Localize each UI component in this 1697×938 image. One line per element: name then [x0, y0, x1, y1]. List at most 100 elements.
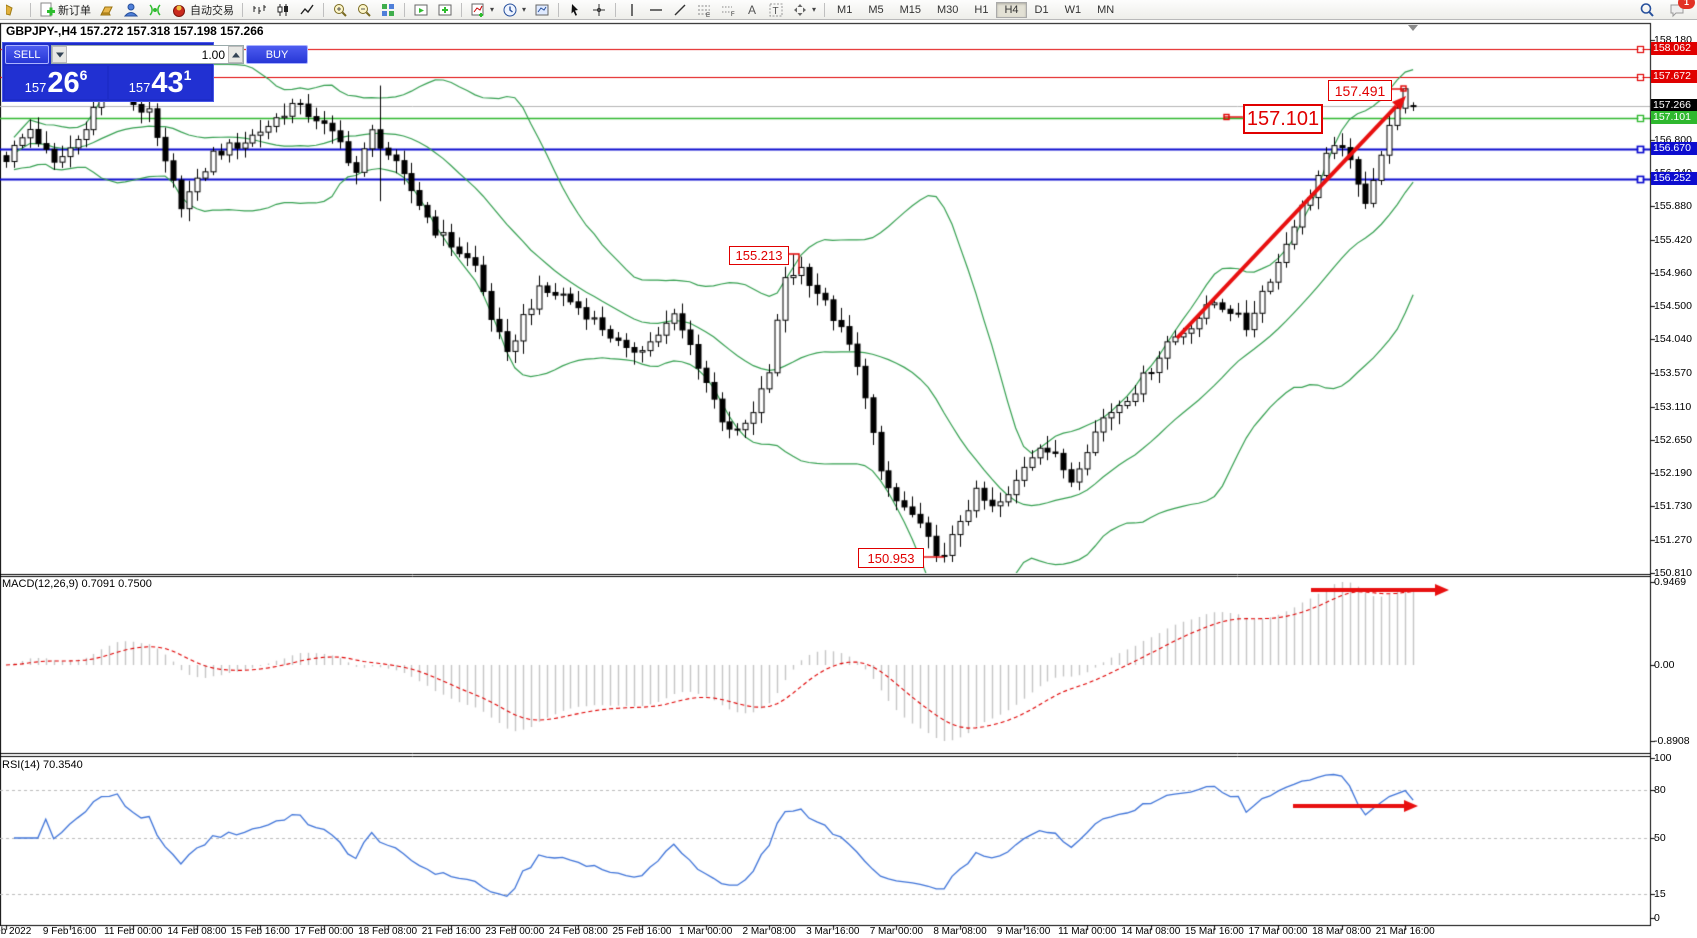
price-axis-tick: 153.570	[1654, 367, 1692, 380]
timeframe-m1-button[interactable]: M1	[837, 3, 853, 16]
periods-icon	[503, 3, 517, 16]
chat-badge: 1	[1678, 0, 1695, 9]
timeframe-m30-button[interactable]: M30	[937, 3, 959, 16]
indicators-window-button[interactable]	[409, 0, 433, 20]
candle-chart-button[interactable]	[271, 0, 295, 20]
price-axis-tick: 155.880	[1654, 200, 1692, 213]
crosshair-icon	[593, 3, 606, 16]
time-axis-label: 18 Feb 08:00	[358, 926, 418, 937]
volume-input[interactable]	[67, 46, 228, 63]
rsi-indicator-label: RSI(14) 70.3540	[2, 759, 83, 771]
search-button[interactable]	[1635, 0, 1659, 20]
chart-canvas[interactable]	[0, 20, 1697, 938]
shapes-button[interactable]: ▾	[788, 0, 820, 20]
order-row: SELL BUY	[5, 45, 308, 64]
signal-icon	[149, 3, 161, 16]
gold-button[interactable]	[95, 0, 119, 20]
sell-price-pip: 6	[79, 67, 88, 83]
cursor-icon	[571, 3, 579, 16]
user-button[interactable]	[119, 0, 143, 20]
svg-text:E: E	[706, 13, 710, 18]
timeframe-m5-button[interactable]: M5	[868, 3, 884, 16]
signal-button[interactable]	[143, 0, 167, 20]
time-axis-label: 8 Feb 2022	[0, 926, 32, 937]
new-chart-button[interactable]	[433, 0, 457, 20]
timeframe-mn-button[interactable]: MN	[1097, 3, 1115, 16]
candle-chart-icon	[277, 3, 288, 16]
volume-increase-button[interactable]	[228, 46, 243, 63]
chart-area: GBPJPY-,H4 157.272 157.318 157.198 157.2…	[0, 20, 1697, 938]
zoom-in-button[interactable]	[328, 0, 352, 20]
rsi-axis-label: 0	[1654, 912, 1660, 924]
toolbar-separator	[323, 2, 324, 17]
channel-button[interactable]: F	[716, 0, 740, 20]
timeframe-m15-button[interactable]: M15	[899, 3, 922, 16]
macd-axis-label: 0.00	[1654, 659, 1675, 671]
rsi-axis-label: 15	[1654, 888, 1666, 900]
vline-button[interactable]	[620, 0, 644, 20]
sell-price[interactable]: 157 26 6	[5, 66, 107, 99]
timeframe-h1-button[interactable]: H1	[974, 3, 989, 16]
timeframe-d1-button[interactable]: D1	[1034, 3, 1049, 16]
time-axis-label: 14 Mar 08:00	[1121, 926, 1181, 937]
time-axis-label: 23 Feb 00:00	[485, 926, 545, 937]
toolbar-separator	[824, 2, 826, 17]
price-annotation[interactable]: 157.491	[1328, 80, 1392, 101]
price-axis-tick: 152.190	[1654, 467, 1692, 480]
buy-price[interactable]: 157 43 1	[109, 66, 211, 99]
zoom-out-icon	[358, 3, 371, 17]
text-button[interactable]: A	[740, 0, 764, 20]
fibo-button[interactable]: E	[692, 0, 716, 20]
hline-button[interactable]	[644, 0, 668, 20]
toolbar-separator	[242, 2, 243, 17]
price-annotation[interactable]: 157.101	[1243, 104, 1323, 134]
shapes-icon	[794, 3, 807, 16]
templates-button[interactable]	[530, 0, 554, 20]
line-chart-button[interactable]	[295, 0, 319, 20]
price-axis-tick: 155.420	[1654, 233, 1692, 246]
periods-button[interactable]: ▾	[498, 0, 530, 20]
chart-title: GBPJPY-,H4 157.272 157.318 157.198 157.2…	[6, 24, 264, 38]
bar-chart-button[interactable]	[247, 0, 271, 20]
macd-indicator-label: MACD(12,26,9) 0.7091 0.7500	[2, 578, 152, 590]
sell-button[interactable]: SELL	[5, 45, 49, 64]
toolbar-separator	[615, 2, 617, 17]
buy-button[interactable]: BUY	[246, 45, 308, 64]
price-row: 157 26 6 157 43 1	[5, 66, 211, 99]
rsi-axis-label: 100	[1654, 752, 1672, 764]
zoom-out-button[interactable]	[352, 0, 376, 20]
chat-button[interactable]: 1	[1665, 0, 1695, 20]
price-annotation[interactable]: 150.953	[858, 548, 924, 568]
price-axis-tick: 153.110	[1654, 400, 1692, 413]
toolbar-separator	[461, 2, 462, 17]
cursor-button[interactable]	[563, 0, 587, 20]
trendline-button[interactable]	[668, 0, 692, 20]
channel-icon: F	[722, 6, 735, 18]
price-axis-tick: 151.730	[1654, 500, 1692, 513]
chart-shift-marker[interactable]	[1408, 25, 1418, 31]
crosshair-button[interactable]	[587, 0, 611, 20]
tile-windows-button[interactable]	[376, 0, 400, 20]
time-axis-label: 11 Feb 00:00	[104, 926, 163, 937]
new-order-icon	[40, 2, 55, 16]
new-order-button[interactable]: 新订单	[35, 0, 95, 20]
price-annotation[interactable]: 155.213	[729, 246, 789, 265]
volume-decrease-button[interactable]	[52, 46, 67, 63]
search-icon	[1640, 2, 1654, 17]
clipped-button[interactable]	[2, 0, 26, 20]
timeframe-h4-button[interactable]: H4	[996, 1, 1027, 18]
time-axis-label: 3 Mar 16:00	[806, 926, 860, 937]
new-chart-icon	[438, 4, 452, 15]
add-indicator-button[interactable]: ▾	[466, 0, 498, 20]
price-axis-tick: 154.040	[1654, 333, 1692, 346]
label-button[interactable]: T	[764, 0, 788, 20]
autotrade-button[interactable]: 自动交易	[167, 0, 238, 20]
time-axis-label: 11 Mar 00:00	[1058, 926, 1117, 937]
price-axis-tick: 154.960	[1654, 266, 1692, 279]
timeframe-w1-button[interactable]: W1	[1064, 3, 1082, 16]
buy-price-pip: 1	[183, 67, 192, 83]
toolbar-separator	[404, 2, 405, 17]
templates-icon	[535, 4, 549, 15]
price-axis-tick: 150.810	[1654, 566, 1692, 579]
price-line-label: 158.062	[1651, 41, 1697, 55]
